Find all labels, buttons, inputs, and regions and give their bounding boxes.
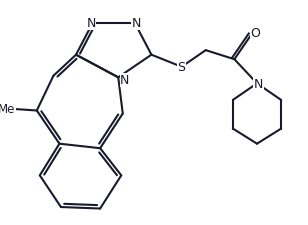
Text: S: S xyxy=(178,61,186,74)
Text: N: N xyxy=(254,77,263,90)
Text: Me: Me xyxy=(0,103,15,116)
Text: N: N xyxy=(87,17,96,30)
Text: O: O xyxy=(251,27,261,39)
Text: N: N xyxy=(120,74,130,87)
Text: N: N xyxy=(132,17,141,30)
